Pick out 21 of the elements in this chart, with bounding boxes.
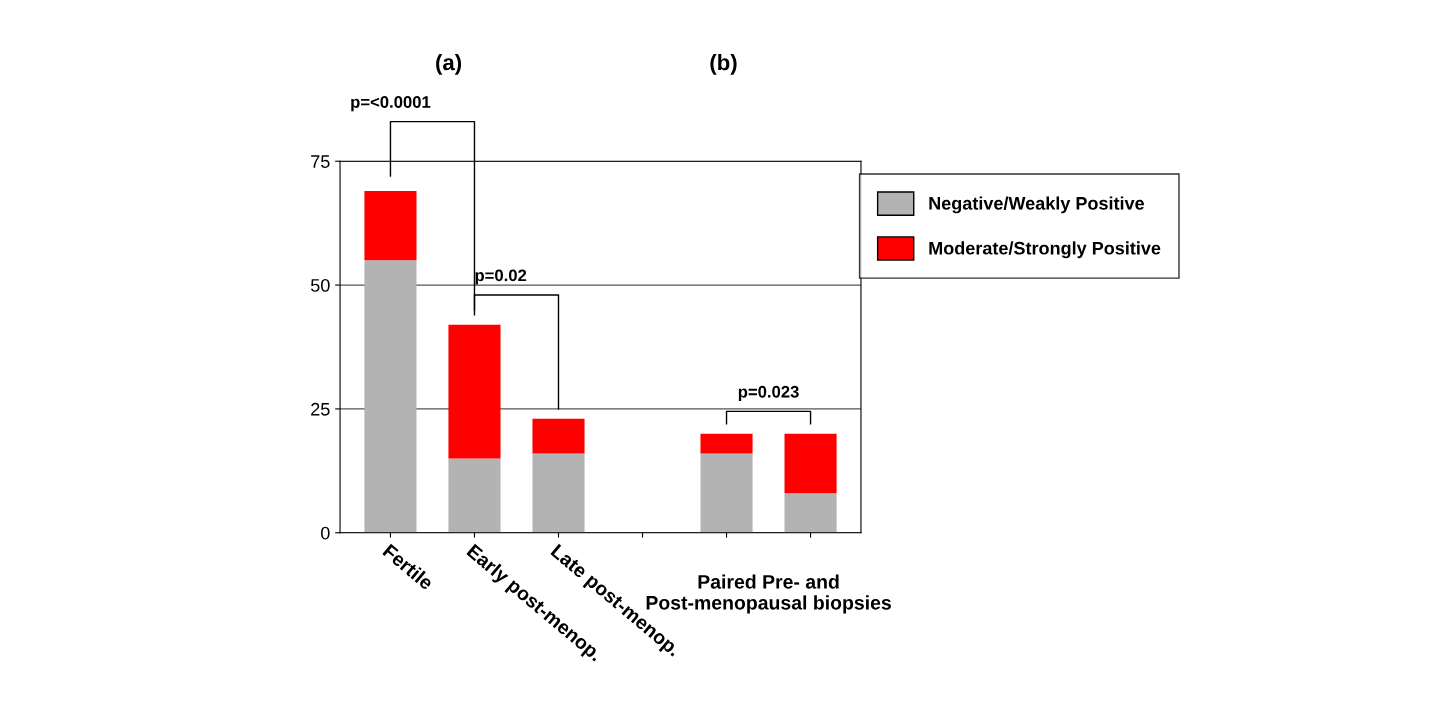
bar: [700, 453, 753, 533]
text: (a): [436, 54, 462, 75]
bar: [448, 324, 501, 459]
y-tick-label: 75: [311, 155, 330, 168]
bar: [364, 190, 417, 261]
y-tick-label: 0: [320, 526, 330, 540]
y-tick-label: 25: [311, 402, 330, 416]
legend-label: Negative/Weakly Positive: [929, 196, 1145, 214]
bar: [448, 458, 501, 533]
y-tick-label: 50: [310, 279, 330, 292]
bar: [532, 418, 585, 454]
bar: [784, 493, 837, 533]
bar: [364, 260, 417, 533]
annotation: p=0.02: [475, 269, 527, 285]
text: p=<0.0001: [351, 96, 431, 112]
bar: [700, 433, 753, 454]
annotation: p=0.023: [738, 385, 799, 401]
text: (b): [710, 54, 737, 75]
bar: [784, 433, 837, 494]
legend-label: Moderate/Strongly Positive: [929, 241, 1161, 259]
bar: [532, 453, 585, 533]
